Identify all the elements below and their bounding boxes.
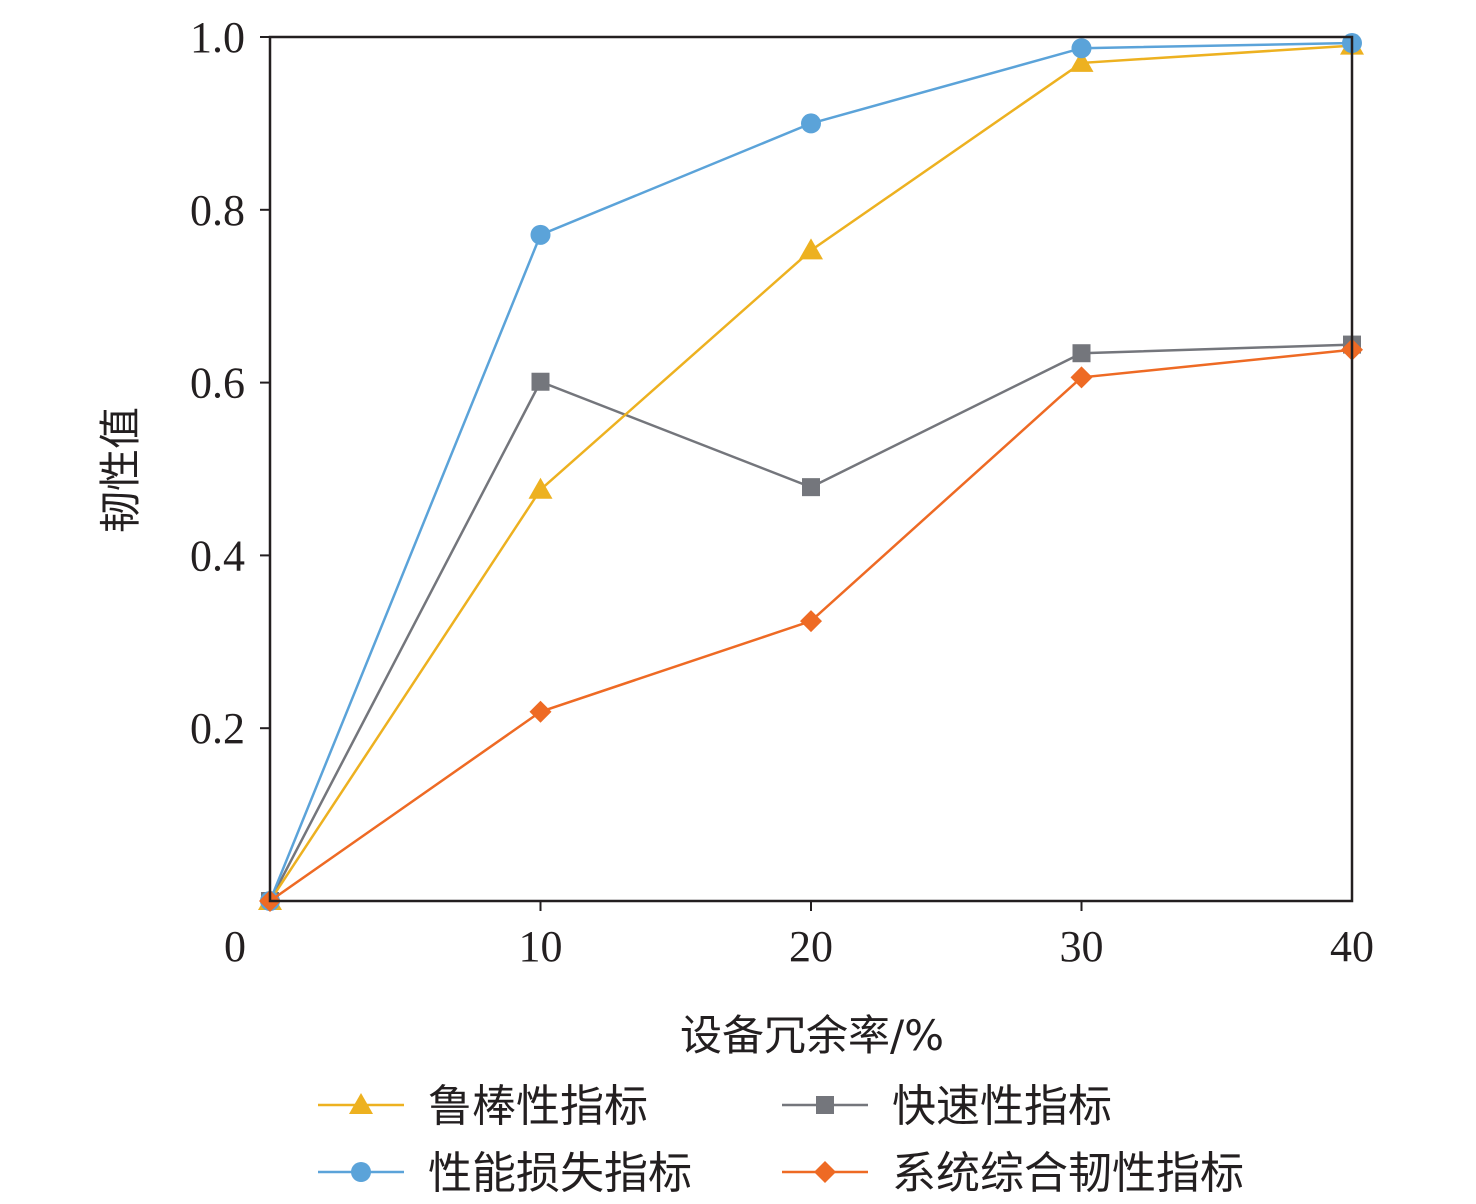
series-line xyxy=(268,41,1353,902)
y-tick-label: 0.6 xyxy=(190,359,245,408)
legend-marker xyxy=(814,1161,836,1183)
series-layer xyxy=(258,33,1364,912)
data-point xyxy=(531,372,550,391)
data-point xyxy=(530,224,551,245)
legend-item: 鲁棒性指标 xyxy=(318,1081,648,1132)
x-tick-label: 30 xyxy=(1060,922,1104,971)
y-tick-label: 0.8 xyxy=(190,186,245,235)
data-point xyxy=(1072,344,1091,363)
series-diamond xyxy=(259,338,1363,912)
y-tick-label: 1.0 xyxy=(190,13,245,62)
legend-label: 性能损失指标 xyxy=(428,1148,692,1199)
data-point xyxy=(528,477,553,499)
series-line xyxy=(268,44,1353,902)
x-axis-label: 设备冗余率/% xyxy=(680,1011,944,1060)
data-point xyxy=(529,700,552,723)
x-tick-label: 10 xyxy=(519,922,563,971)
legend-marker xyxy=(816,1096,834,1114)
legend-item: 性能损失指标 xyxy=(318,1148,692,1199)
data-point xyxy=(1069,50,1094,72)
axis-ticks: 0 10 20 30 40 0.2 0.4 0.6 0.8 1.0 xyxy=(190,13,1374,971)
data-point xyxy=(800,610,822,633)
data-point xyxy=(801,113,821,134)
y-tick-label: 0.2 xyxy=(190,704,245,753)
series-triangle xyxy=(258,33,1364,910)
y-tick-label: 0.4 xyxy=(190,531,245,580)
legend-label: 系统综合韧性指标 xyxy=(892,1148,1244,1199)
data-point xyxy=(1070,366,1093,389)
legend-item: 系统综合韧性指标 xyxy=(782,1148,1244,1199)
legend-marker xyxy=(351,1162,371,1182)
x-tick-label: 0 xyxy=(224,922,246,971)
data-point xyxy=(1071,38,1092,59)
y-axis-label: 韧性值 xyxy=(96,407,145,533)
legend-item: 快速性指标 xyxy=(782,1081,1112,1132)
x-tick-label: 20 xyxy=(789,922,833,971)
series-circle xyxy=(260,33,1362,911)
legend-label: 快速性指标 xyxy=(892,1081,1112,1132)
data-point xyxy=(802,478,820,497)
data-point xyxy=(799,238,823,260)
legend-label: 鲁棒性指标 xyxy=(428,1081,648,1132)
legend-marker xyxy=(349,1093,373,1114)
plot-frame xyxy=(268,35,1354,903)
x-tick-label: 40 xyxy=(1330,922,1374,971)
